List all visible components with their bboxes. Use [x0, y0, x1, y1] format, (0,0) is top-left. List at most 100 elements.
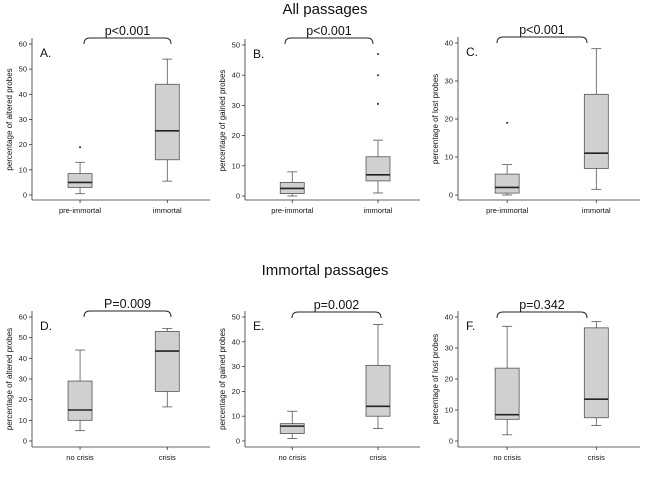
- significance-bracket: [291, 311, 382, 319]
- box-crisis: [154, 327, 180, 408]
- y-axis-label: percentage of altered probes: [5, 68, 14, 170]
- x-tick-label: immortal: [582, 206, 611, 215]
- y-tick-label: 0: [236, 437, 240, 446]
- y-tick-label: 40: [232, 337, 240, 346]
- p-value-label: p=0.002: [314, 298, 360, 312]
- y-tick-label: 10: [445, 153, 453, 162]
- iqr-box: [365, 156, 391, 182]
- y-tick-label: 10: [19, 165, 27, 174]
- panel-a: 0 10 20 30 40 50 60 percentage of altered probe…: [5, 24, 210, 215]
- x-tick-label: crisis: [588, 453, 605, 462]
- x-tick-label: immortal: [153, 206, 182, 215]
- y-tick-label: 0: [449, 437, 453, 446]
- y-tick-label: 10: [232, 161, 240, 170]
- outlier-point: [376, 102, 380, 105]
- iqr-box: [154, 83, 180, 161]
- y-tick-label: 50: [232, 313, 240, 322]
- p-value-label: p=0.342: [519, 298, 565, 312]
- box-immortal: [365, 52, 391, 194]
- box-no-crisis: [494, 325, 520, 436]
- panel-d: 0 10 20 30 40 50 60 percentage of altered probe…: [5, 297, 210, 462]
- outlier-point: [78, 146, 82, 149]
- y-tick-label: 10: [19, 416, 27, 425]
- significance-bracket: [83, 37, 172, 45]
- y-tick-label: 40: [232, 71, 240, 80]
- p-value-label: p<0.001: [306, 24, 352, 38]
- section-title-immortal-passages: Immortal passages: [262, 262, 389, 279]
- y-axis-label: percentage of lost probes: [431, 334, 440, 424]
- y-tick-label: 10: [232, 412, 240, 421]
- panel-letter: F.: [466, 319, 475, 333]
- p-value-label: p<0.001: [105, 24, 151, 38]
- significance-bracket: [284, 37, 374, 45]
- y-tick-label: 40: [445, 39, 453, 48]
- x-tick-label: crisis: [369, 453, 386, 462]
- y-tick-label: 20: [445, 115, 453, 124]
- y-tick-label: 20: [19, 140, 27, 149]
- y-axis-label: percentage of lost probes: [431, 74, 440, 164]
- outlier-point: [376, 52, 380, 56]
- box-pre-immortal: [494, 121, 520, 196]
- iqr-box: [279, 423, 305, 434]
- y-tick-label: 30: [232, 362, 240, 371]
- y-axis-label: percentage of gained probes: [218, 328, 227, 430]
- iqr-box: [365, 364, 391, 417]
- significance-bracket: [496, 36, 588, 44]
- y-tick-label: 50: [19, 333, 27, 342]
- significance-bracket: [496, 311, 588, 319]
- x-tick-label: crisis: [159, 453, 176, 462]
- box-no-crisis: [279, 410, 305, 439]
- y-tick-label: 50: [19, 65, 27, 74]
- panel-letter: D.: [40, 319, 52, 333]
- panels: 0 10 20 30 40 50 60 percentage of altered probe…: [5, 23, 640, 462]
- y-tick-label: 0: [236, 192, 240, 201]
- y-tick-label: 30: [19, 115, 27, 124]
- box-pre-immortal: [279, 171, 305, 197]
- panel-letter: E.: [253, 319, 264, 333]
- box-no-crisis: [67, 349, 93, 432]
- x-tick-label: pre-immortal: [271, 206, 313, 215]
- y-tick-label: 40: [19, 354, 27, 363]
- y-tick-label: 30: [19, 375, 27, 384]
- y-tick-label: 20: [445, 375, 453, 384]
- p-value-label: p<0.001: [519, 23, 565, 37]
- y-tick-label: 30: [445, 77, 453, 86]
- box-crisis: [365, 324, 391, 430]
- p-value-label: P=0.009: [104, 297, 151, 311]
- x-tick-label: no crisis: [278, 453, 306, 462]
- iqr-box: [494, 173, 520, 194]
- panel-letter: B.: [253, 47, 264, 61]
- y-tick-label: 40: [19, 90, 27, 99]
- y-tick-label: 50: [232, 41, 240, 50]
- y-tick-label: 20: [19, 395, 27, 404]
- y-tick-label: 10: [445, 406, 453, 415]
- panel-b: 0 10 20 30 40 50 percentage of gained probes B.…: [218, 24, 420, 215]
- y-tick-label: 30: [445, 344, 453, 353]
- x-tick-label: no crisis: [66, 453, 94, 462]
- iqr-box: [154, 331, 180, 392]
- x-tick-label: pre-immortal: [59, 206, 101, 215]
- section-title-all-passages: All passages: [282, 1, 367, 18]
- panel-letter: C.: [466, 45, 478, 59]
- iqr-box: [583, 327, 609, 419]
- iqr-box: [494, 367, 520, 420]
- outlier-point: [506, 121, 509, 124]
- box-immortal: [583, 48, 609, 190]
- panel-c: 0 10 20 30 40 percentage of lost probes C. pre-…: [431, 23, 640, 215]
- y-axis-label: percentage of altered probes: [5, 328, 14, 430]
- x-tick-label: pre-immortal: [486, 206, 528, 215]
- iqr-box: [583, 93, 609, 169]
- outlier-point: [376, 74, 380, 77]
- y-tick-label: 40: [445, 313, 453, 322]
- box-immortal: [154, 58, 180, 182]
- x-tick-label: immortal: [364, 206, 393, 215]
- y-tick-label: 30: [232, 101, 240, 110]
- iqr-box: [67, 173, 93, 188]
- box-pre-immortal: [67, 146, 93, 195]
- box-crisis: [583, 321, 609, 426]
- iqr-box: [67, 380, 93, 421]
- y-tick-label: 20: [232, 387, 240, 396]
- y-axis-label: percentage of gained probes: [218, 70, 227, 172]
- y-tick-label: 0: [23, 191, 27, 200]
